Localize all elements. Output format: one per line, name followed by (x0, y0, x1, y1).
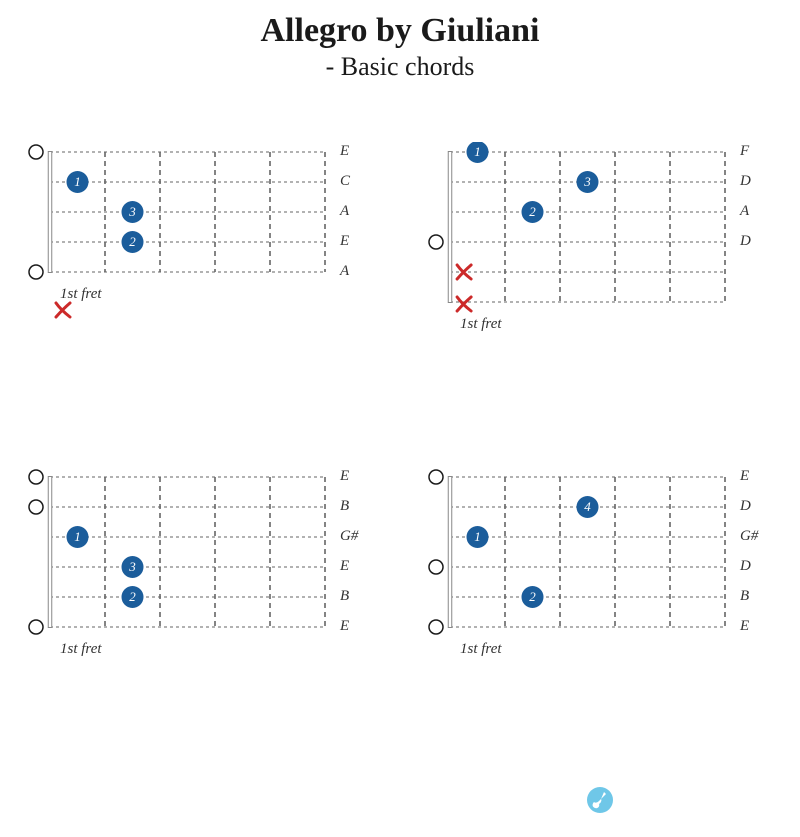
string-note-label: D (740, 498, 751, 515)
finger-number: 3 (128, 204, 136, 219)
string-note-label: F (740, 143, 749, 160)
open-string-marker (29, 470, 43, 484)
open-string-marker (429, 470, 443, 484)
fret-position-label: 1st fret (460, 316, 502, 333)
open-string-marker (29, 145, 43, 159)
string-note-label: E (740, 618, 749, 635)
string-note-label: G# (740, 528, 758, 545)
fret-position-label: 1st fret (60, 641, 102, 658)
page-subtitle: - Basic chords (0, 52, 800, 82)
fretboard-svg: 1 2 3 (20, 467, 370, 697)
finger-number: 2 (129, 589, 136, 604)
string-note-label: D (740, 233, 751, 250)
finger-number: 3 (583, 174, 591, 189)
chord-diagram-0: 123ECAEA1st fret (20, 142, 380, 377)
string-note-label: E (340, 468, 349, 485)
open-string-marker (429, 235, 443, 249)
string-note-label: D (740, 173, 751, 190)
finger-number: 1 (74, 174, 81, 189)
finger-number: 3 (128, 559, 136, 574)
guitar-icon (587, 787, 613, 813)
finger-number: 1 (474, 144, 481, 159)
string-note-label: E (340, 143, 349, 160)
open-string-marker (429, 560, 443, 574)
chord-diagram-3: 124EDG#DBE1st fret (420, 467, 780, 702)
chord-diagram-2: 123EBG#EBE1st fret (20, 467, 380, 702)
string-note-label: C (340, 173, 350, 190)
fret-position-label: 1st fret (460, 641, 502, 658)
muted-string-marker (457, 297, 471, 311)
string-note-label: E (340, 558, 349, 575)
finger-number: 2 (529, 204, 536, 219)
string-note-label: E (340, 618, 349, 635)
fretboard-svg: 1 2 3 (20, 142, 370, 342)
string-note-label: A (340, 203, 349, 220)
string-note-label: B (740, 588, 749, 605)
string-note-label: G# (340, 528, 358, 545)
open-string-marker (29, 265, 43, 279)
finger-number: 1 (74, 529, 81, 544)
finger-number: 2 (529, 589, 536, 604)
fret-position-label: 1st fret (60, 286, 102, 303)
string-note-label: D (740, 558, 751, 575)
open-string-marker (29, 500, 43, 514)
finger-number: 1 (474, 529, 481, 544)
fretboard-svg: 1 2 4 (420, 467, 770, 697)
muted-string-marker (56, 303, 70, 317)
diagram-grid: 123ECAEA1st fret 123FDAD1st fret 123EBG#… (0, 82, 800, 722)
string-note-label: A (740, 203, 749, 220)
string-note-label: A (340, 263, 349, 280)
open-string-marker (429, 620, 443, 634)
finger-number: 4 (584, 499, 591, 514)
string-note-label: B (340, 588, 349, 605)
string-note-label: B (340, 498, 349, 515)
string-note-label: E (340, 233, 349, 250)
fretboard-svg: 1 2 3 (420, 142, 770, 372)
brand-logo (587, 787, 613, 813)
open-string-marker (29, 620, 43, 634)
chord-diagram-1: 123FDAD1st fret (420, 142, 780, 377)
string-note-label: E (740, 468, 749, 485)
page-title: Allegro by Giuliani (0, 12, 800, 50)
finger-number: 2 (129, 234, 136, 249)
